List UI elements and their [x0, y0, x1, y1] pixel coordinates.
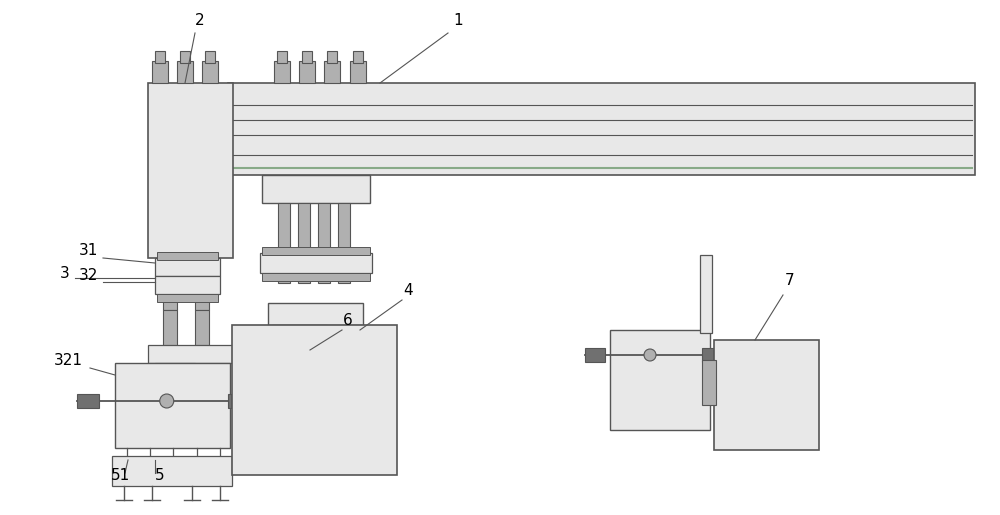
Bar	[324, 61, 340, 83]
Circle shape	[160, 394, 174, 408]
Bar	[350, 61, 366, 83]
Bar	[277, 51, 287, 63]
Text: 4: 4	[403, 283, 413, 298]
Bar	[265, 359, 365, 379]
Bar	[195, 310, 209, 350]
Bar	[205, 51, 215, 63]
Bar	[195, 258, 209, 310]
Bar	[268, 343, 363, 359]
Bar	[157, 252, 218, 260]
Bar	[148, 345, 233, 363]
Bar	[232, 325, 397, 475]
Bar	[338, 203, 350, 283]
Text: 3: 3	[60, 266, 70, 281]
Bar	[274, 61, 290, 83]
Text: 6: 6	[343, 313, 353, 328]
Bar	[262, 175, 370, 203]
Bar	[202, 61, 218, 83]
Bar	[262, 273, 370, 281]
Bar	[155, 363, 195, 375]
Bar	[155, 276, 220, 294]
Bar	[228, 83, 975, 175]
Text: 51: 51	[110, 468, 130, 483]
Bar	[327, 51, 337, 63]
Bar	[585, 348, 605, 362]
Bar	[157, 294, 218, 302]
Bar	[278, 203, 290, 283]
Bar	[714, 340, 819, 450]
Text: 2: 2	[195, 13, 205, 28]
Bar	[180, 51, 190, 63]
Bar	[302, 51, 312, 63]
Bar	[268, 303, 363, 325]
Bar	[115, 363, 230, 448]
Bar	[610, 330, 710, 430]
Bar	[700, 255, 712, 333]
Bar	[77, 394, 99, 408]
Text: 5: 5	[155, 468, 165, 483]
Bar	[148, 83, 233, 258]
Text: 31: 31	[78, 243, 98, 258]
Bar	[177, 61, 193, 83]
Bar	[260, 253, 372, 273]
Bar	[299, 61, 315, 83]
Bar	[353, 51, 363, 63]
Bar	[228, 394, 250, 408]
Text: 32: 32	[78, 268, 98, 283]
Text: 7: 7	[785, 273, 795, 288]
Bar	[163, 310, 177, 350]
Bar	[262, 247, 370, 255]
Bar	[152, 61, 168, 83]
Text: 1: 1	[453, 13, 463, 28]
Text: 321: 321	[54, 353, 82, 368]
Bar	[702, 360, 716, 405]
Bar	[318, 203, 330, 283]
Bar	[298, 203, 310, 283]
Bar	[163, 258, 177, 310]
Bar	[155, 51, 165, 63]
Bar	[155, 258, 220, 276]
Circle shape	[644, 349, 656, 361]
Bar	[112, 456, 232, 486]
Bar	[272, 325, 327, 343]
Bar	[702, 348, 722, 362]
